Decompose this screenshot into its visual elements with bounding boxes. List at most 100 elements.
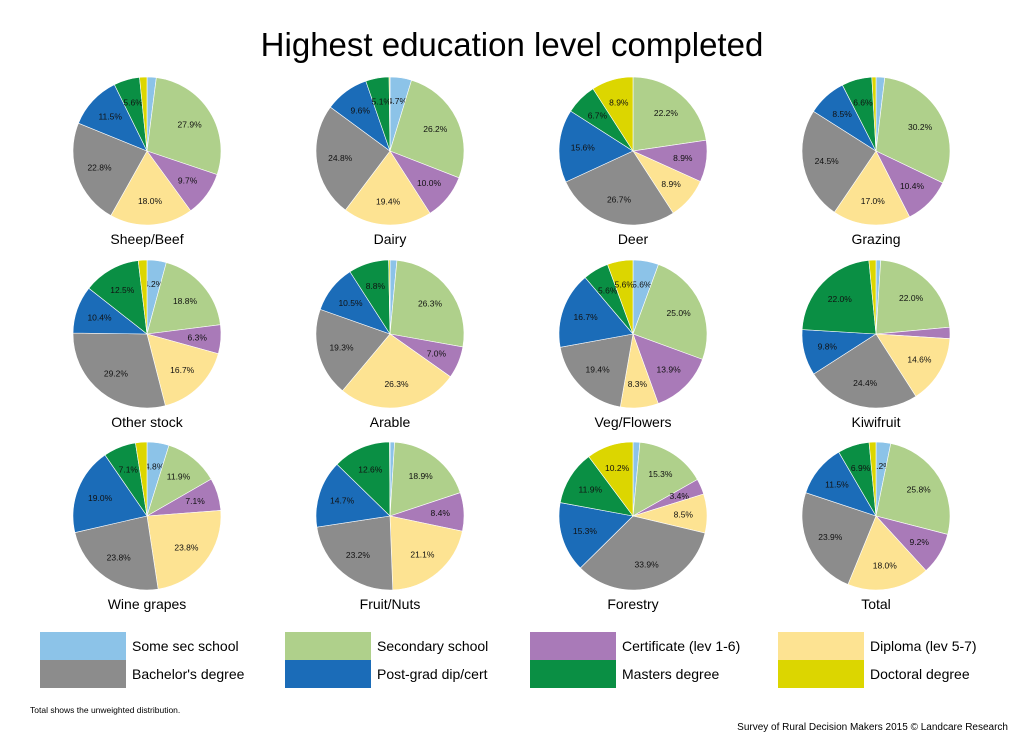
legend-swatch	[285, 660, 371, 688]
slice-label: 23.2%	[346, 550, 371, 560]
slice-label: 4.8%	[145, 461, 165, 471]
slice-label: 9.8%	[818, 342, 838, 352]
slice-label: 5.1%	[372, 96, 392, 106]
pie-slice-diploma-lev-5-7	[146, 510, 222, 590]
legend-swatch	[778, 632, 864, 660]
slice-label: 10.4%	[900, 181, 925, 191]
pie-title: Total	[861, 596, 891, 612]
slice-label: 7.0%	[427, 348, 447, 358]
slice-label: 19.4%	[376, 196, 401, 206]
chart-title: Highest education level completed	[260, 26, 764, 63]
pie-slice-bachelor-s-degree	[72, 332, 166, 409]
slice-label: 29.2%	[104, 369, 129, 379]
pie-slice-secondary-school	[146, 77, 222, 176]
slice-label: 19.4%	[586, 365, 611, 375]
pie-wine-grapes: 4.8%11.9% 7.1% 23.8% 23.8% 19.0% 7.1% Wine gra…	[72, 441, 222, 612]
slice-label: 18.0%	[873, 561, 898, 571]
slice-label: 8.9%	[661, 179, 681, 189]
pie-slice-diploma-lev-5-7	[847, 515, 927, 591]
pie-deer: 22.2%8.9%8.9%26.7%15.6%6.7%8.9%Deer	[558, 76, 708, 247]
slice-label: 26.2%	[423, 124, 448, 134]
pie-slice-secondary-school	[146, 262, 221, 335]
slice-label: 22.0%	[899, 293, 924, 303]
pie-slice-bachelor-s-degree	[316, 515, 394, 591]
slice-label: 10.4%	[87, 312, 112, 322]
slice-label: 23.8%	[174, 542, 199, 552]
slice-label: 11.9%	[579, 484, 603, 494]
pie-title: Grazing	[851, 231, 900, 247]
pie-slice-doctoral-degree	[871, 76, 877, 152]
pie-title: Fruit/Nuts	[360, 596, 421, 612]
slice-label: 8.4%	[431, 508, 451, 518]
slice-label: 8.5%	[674, 509, 694, 519]
pie-slice-doctoral-degree	[388, 259, 391, 335]
pie-slice-secondary-school	[632, 442, 698, 517]
legend-label: Post-grad dip/cert	[377, 666, 488, 682]
pie-slice-secondary-school	[389, 441, 461, 517]
legend-swatch	[530, 660, 616, 688]
pie-title: Forestry	[607, 596, 658, 612]
slice-label: 12.5%	[110, 285, 135, 295]
slice-label: 22.2%	[654, 108, 679, 118]
pie-title: Dairy	[374, 231, 407, 247]
slice-label: 3.4%	[670, 491, 690, 501]
pie-slice-masters-degree	[801, 260, 877, 335]
slice-label: 6.3%	[188, 333, 208, 343]
pie-fruit-nuts: 18.9% 8.4% 21.1% 23.2% 14.7% 12.6% Fruit/Nuts	[315, 441, 465, 612]
pie-title: Arable	[370, 414, 411, 430]
slice-label: 16.7%	[170, 365, 195, 375]
pie-slice-diploma-lev-5-7	[342, 333, 451, 409]
pie-slice-certificate-lev-1-6	[632, 333, 703, 404]
legend-label: Some sec school	[132, 638, 239, 654]
slice-label: 10.5%	[338, 298, 363, 308]
pie-slice-bachelor-s-degree	[801, 492, 877, 585]
pie-slice-masters-degree	[88, 260, 148, 335]
legend-swatch	[40, 660, 126, 688]
slice-label: 5.6%	[123, 98, 143, 108]
legend-label: Certificate (lev 1-6)	[622, 638, 741, 654]
legend-swatch	[40, 632, 126, 660]
slice-label: 11.9%	[167, 472, 191, 482]
slice-label: 15.3%	[573, 526, 598, 536]
pie-title: Kiwifruit	[851, 414, 900, 430]
slice-label: 6.9%	[851, 463, 871, 473]
legend-label: Bachelor's degree	[132, 666, 245, 682]
slice-label: 18.9%	[409, 471, 434, 481]
pie-slice-doctoral-degree	[607, 259, 634, 335]
pie-title: Wine grapes	[108, 596, 187, 612]
slice-label: 26.3%	[418, 299, 443, 309]
slice-label: 5.6%	[632, 280, 652, 290]
slice-label: 22.0%	[828, 294, 853, 304]
legend-label: Secondary school	[377, 638, 489, 654]
slice-label: 10.2%	[605, 463, 630, 473]
slice-label: 8.5%	[832, 109, 852, 119]
pie-slice-post-grad-dip-cert	[72, 454, 148, 533]
slice-label: 5.6%	[598, 286, 618, 296]
pie-slice-secondary-school	[875, 259, 951, 335]
slice-label: 5.6%	[615, 280, 635, 290]
slice-label: 6.7%	[588, 110, 608, 120]
source-credit: Survey of Rural Decision Makers 2015 © L…	[737, 722, 1008, 733]
slice-label: 18.0%	[138, 196, 163, 206]
slice-label: 4.7%	[388, 96, 408, 106]
pie-slice-secondary-school	[875, 443, 951, 535]
slice-label: 25.8%	[907, 484, 932, 494]
slice-label: 19.0%	[88, 493, 113, 503]
pie-slice-diploma-lev-5-7	[833, 150, 911, 226]
pie-slice-secondary-school	[389, 260, 465, 348]
slice-label: 11.5%	[98, 112, 122, 122]
pie-slice-bachelor-s-degree	[74, 515, 159, 591]
pie-slice-doctoral-degree	[868, 441, 877, 517]
slice-label: 27.9%	[178, 119, 203, 129]
pie-slice-doctoral-degree	[137, 259, 148, 335]
pie-total: 3.2% 25.8% 9.2% 18.0% 23.9% 11.5%6.9% Total	[801, 441, 951, 612]
pie-slice-diploma-lev-5-7	[875, 333, 951, 397]
pie-title: Sheep/Beef	[110, 231, 183, 247]
pie-slice-post-grad-dip-cert	[558, 502, 634, 569]
pie-grazing: 30.2% 10.4% 17.0% 24.5% 8.5%6.6% Grazing	[801, 76, 951, 247]
slice-label: 23.9%	[818, 532, 843, 542]
slice-label: 3.2%	[871, 461, 891, 471]
pie-slice-bachelor-s-degree	[801, 110, 877, 213]
slice-label: 15.6%	[571, 143, 596, 153]
pie-slice-bachelor-s-degree	[813, 333, 917, 409]
